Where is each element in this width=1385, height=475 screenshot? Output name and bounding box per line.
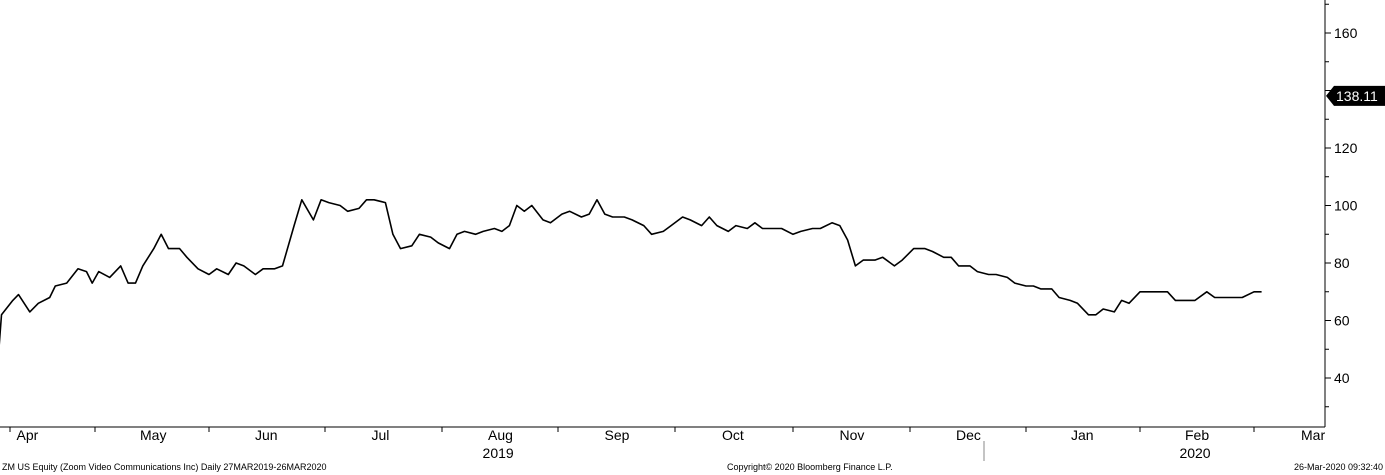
y-tick-label: 120 [1334,140,1358,156]
x-tick-label: Mar [1301,427,1325,443]
y-tick-label: 100 [1334,198,1358,214]
axes [0,0,1331,461]
footer-copyright: Copyright© 2020 Bloomberg Finance L.P. [727,462,893,472]
x-tick-label: Dec [956,427,981,443]
y-tick-label: 80 [1334,255,1350,271]
year-label: 2019 [483,445,514,461]
x-tick-label: May [140,427,166,443]
y-tick-label: 160 [1334,25,1358,41]
last-value-tag-bg [1326,85,1385,106]
x-tick-label: Sep [605,427,630,443]
x-tick-label: Nov [840,427,865,443]
x-tick-label: Apr [17,427,39,443]
series-layer [0,199,1262,345]
footer-security-info: ZM US Equity (Zoom Video Communications … [2,462,327,472]
labels-layer: 40 60 80 100 120 160 Apr May Jun Jul Aug Sep Oct Nov D… [17,25,1385,461]
year-label: 2020 [1179,445,1210,461]
x-tick-label: Jul [372,427,390,443]
y-tick-label: 40 [1334,370,1350,386]
x-tick-label: Oct [722,427,744,443]
last-value-tag: 138.11 [1326,85,1385,106]
x-tick-label: Jun [255,427,278,443]
x-tick-label: Jan [1071,427,1094,443]
x-tick-label: Feb [1185,427,1209,443]
y-tick-label: 60 [1334,313,1350,329]
x-tick-label: Aug [488,427,513,443]
price-line [0,199,1262,345]
last-value-label: 138.11 [1336,88,1378,104]
footer-timestamp: 26-Mar-2020 09:32:40 [1293,462,1383,472]
